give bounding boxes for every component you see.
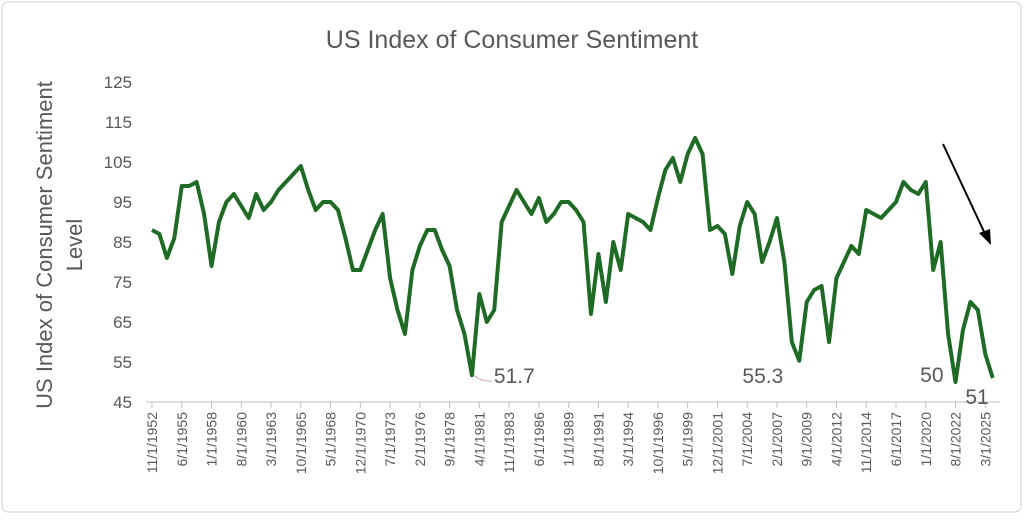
x-tick-label: 1/1/2020 [918, 412, 934, 467]
x-tick-label: 9/1/2009 [799, 412, 815, 467]
x-tick-label: 6/1/1986 [531, 412, 547, 467]
y-tick-label: 55 [113, 353, 132, 372]
y-axis-label: US Index of Consumer Sentiment [32, 81, 57, 409]
chart-title: US Index of Consumer Sentiment [326, 26, 698, 54]
x-tick-label: 11/1/1983 [501, 412, 517, 473]
x-tick-label: 3/1/1994 [620, 412, 636, 467]
x-tick-label: 5/1/1999 [680, 412, 696, 467]
x-tick-label: 10/1/1965 [293, 412, 309, 474]
x-tick-label: 10/1/1996 [650, 412, 666, 474]
x-tick-label: 12/1/1970 [352, 412, 368, 474]
x-tick-label: 5/1/1968 [323, 412, 339, 467]
x-tick-label: 6/1/1955 [174, 412, 190, 467]
y-tick-label: 115 [105, 113, 132, 132]
y-tick-label: 105 [104, 153, 132, 172]
x-tick-label: 2/1/1976 [412, 412, 428, 467]
x-tick-label: 1/1/1989 [561, 412, 577, 467]
y-tick-label: 65 [113, 313, 132, 332]
y-tick-label: 95 [113, 193, 132, 212]
x-tick-label: 2/1/2007 [769, 412, 785, 467]
arrow [942, 143, 987, 237]
y-tick-label: 85 [113, 233, 132, 252]
x-tick-label: 6/1/2017 [888, 412, 904, 467]
y-tick-label: 125 [104, 73, 132, 92]
x-tick-label: 7/1/2004 [739, 412, 755, 467]
data-label: 55.3 [742, 365, 783, 388]
x-tick-label: 7/1/1973 [382, 412, 398, 467]
x-tick-label: 1/1/1958 [204, 412, 220, 467]
y-tick-label: 45 [113, 393, 132, 412]
x-tick-label: 11/1/2014 [858, 412, 874, 473]
series-line [151, 136, 995, 384]
data-label: 50 [920, 364, 943, 387]
y-tick-label: 75 [113, 273, 132, 292]
x-tick-label: 4/1/2012 [828, 412, 844, 467]
x-tick-label: 9/1/1978 [442, 412, 458, 467]
x-tick-label: 11/1/1952 [144, 412, 160, 473]
arrow-head [979, 229, 991, 245]
data-label: 51 [965, 386, 988, 409]
x-tick-label: 8/1/1991 [590, 412, 606, 467]
x-tick-label: 3/1/2025 [977, 412, 993, 467]
data-label: 51.7 [494, 365, 535, 388]
y-axis-label: Level [62, 219, 87, 272]
leader-line [473, 374, 492, 382]
x-tick-label: 3/1/1963 [263, 412, 279, 467]
x-tick-label: 12/1/2001 [709, 412, 725, 474]
x-tick-label: 8/1/2022 [948, 412, 964, 467]
x-tick-label: 4/1/1981 [471, 412, 487, 467]
x-tick-label: 8/1/1960 [233, 412, 249, 467]
